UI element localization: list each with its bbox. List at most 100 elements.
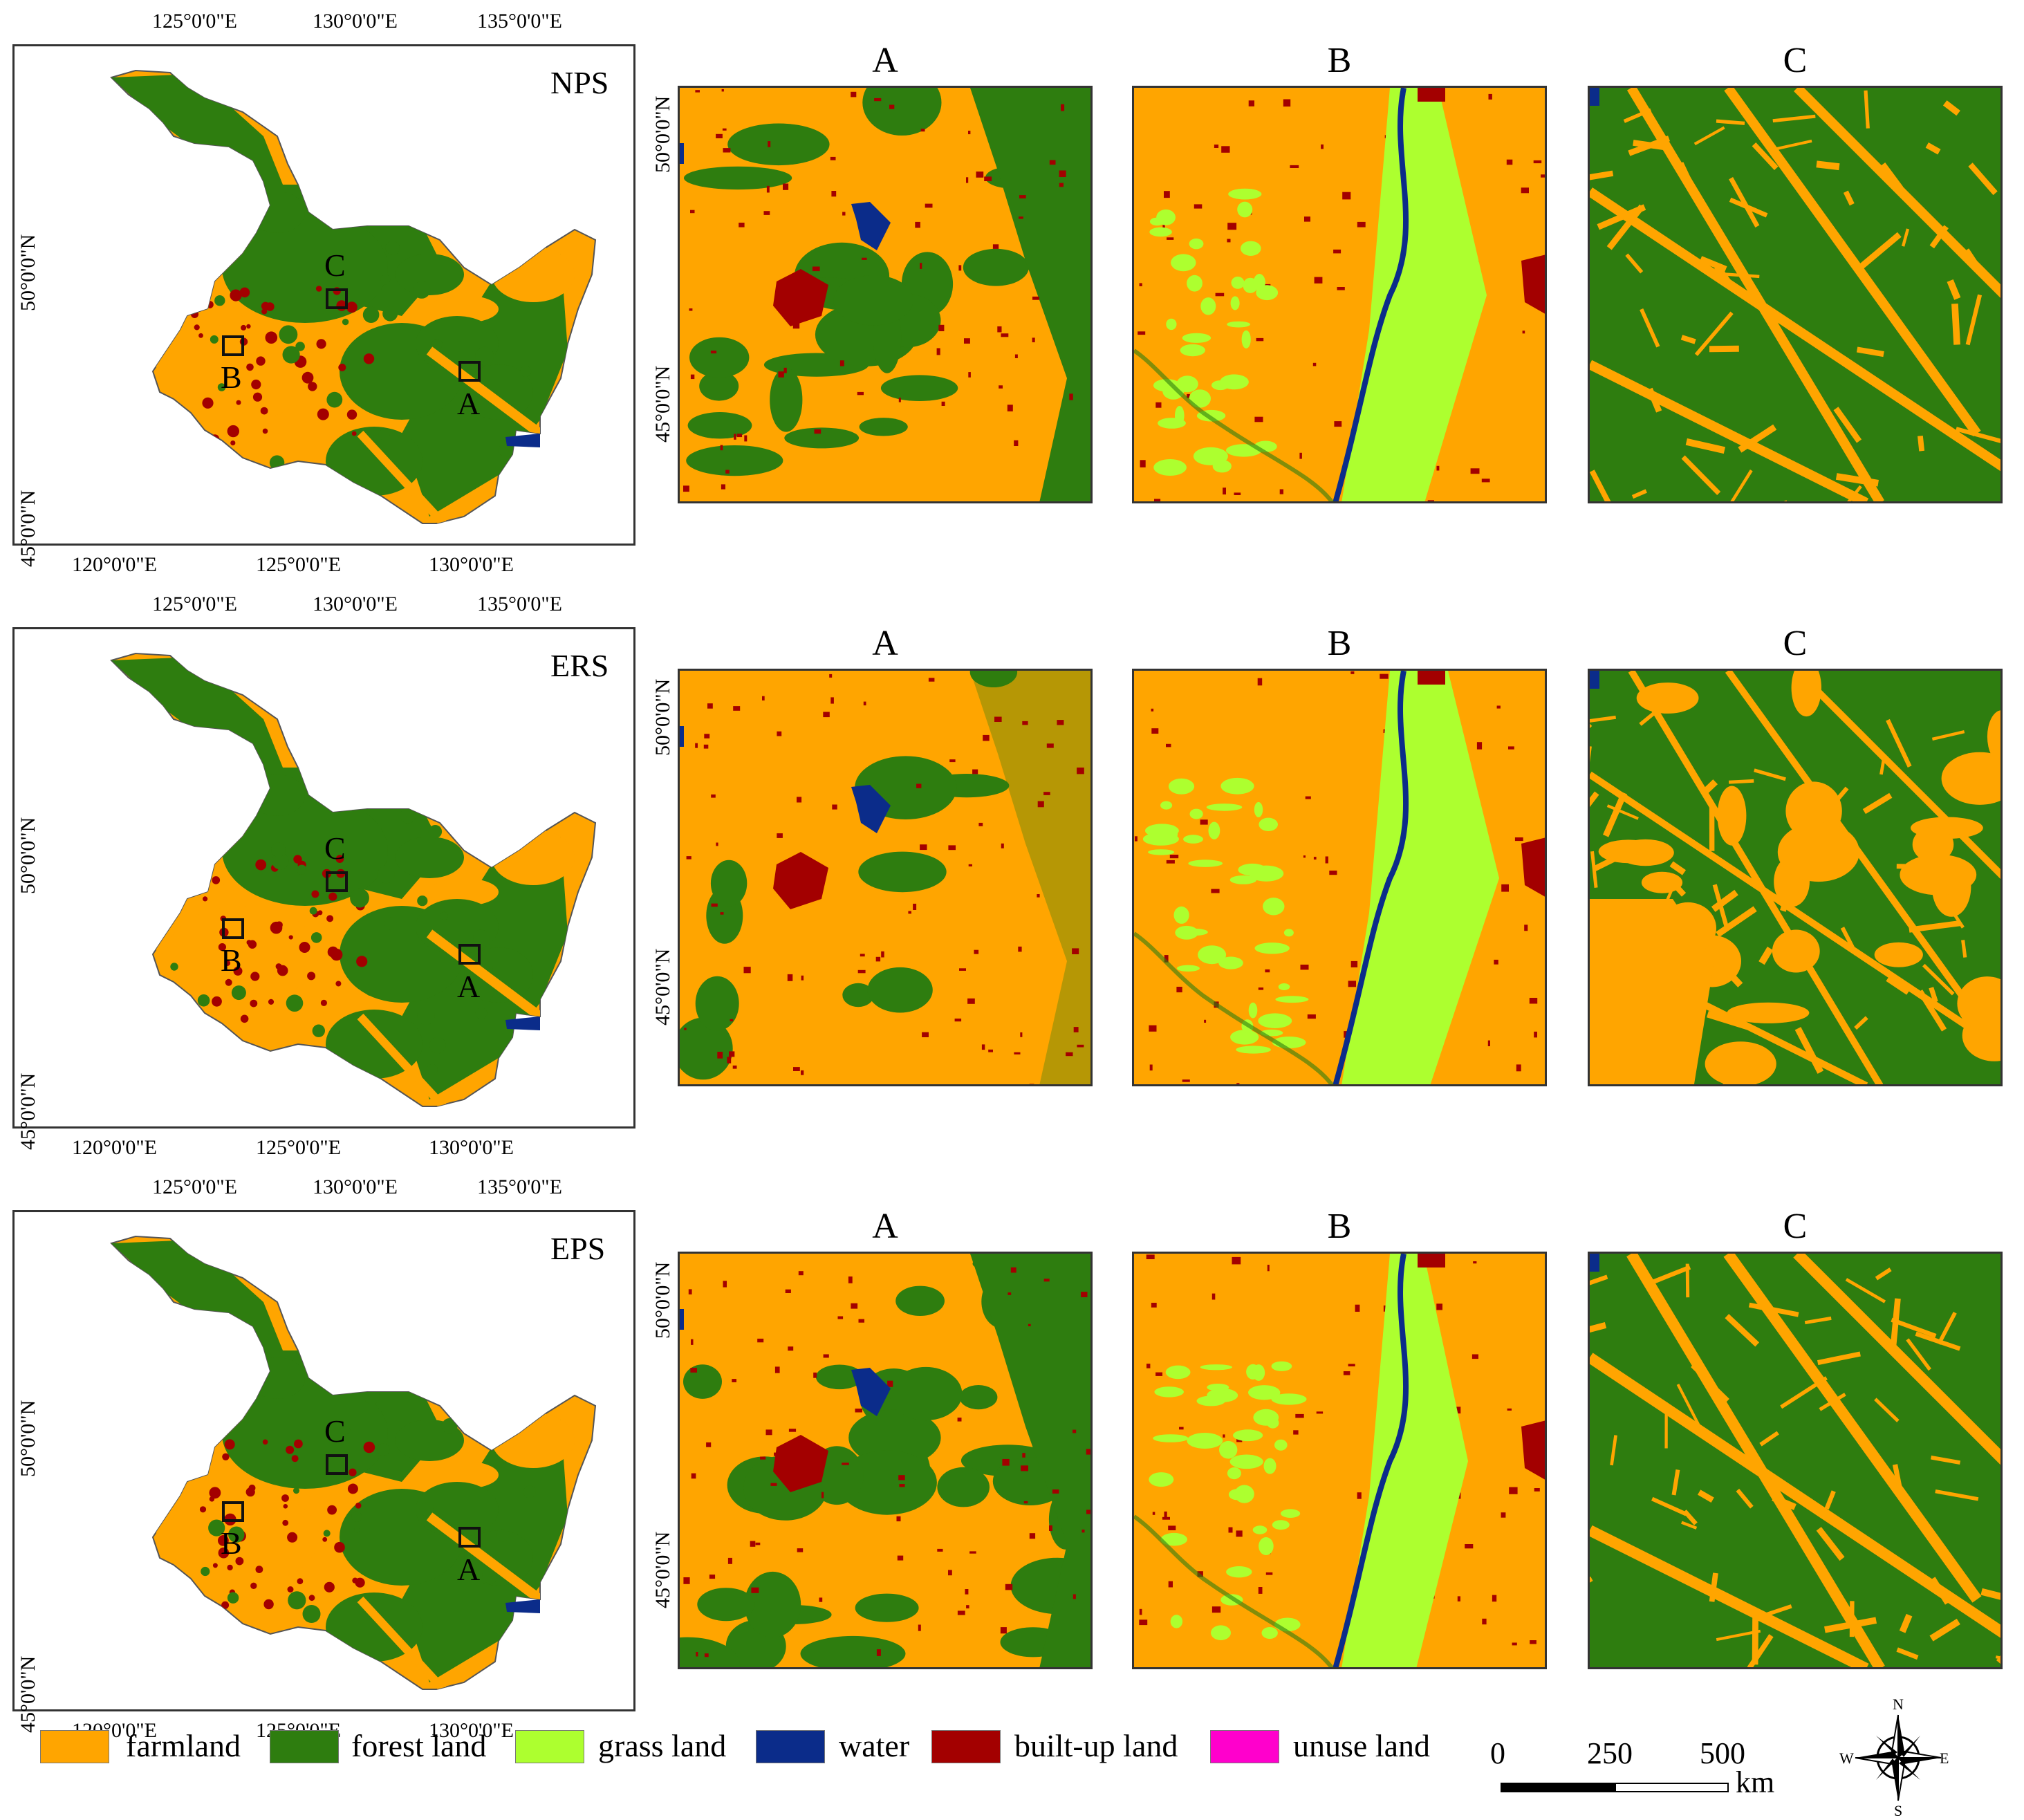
map-bottom-tick: 130°0'0"E — [429, 1136, 514, 1159]
zoom-land-use-map — [680, 1254, 1090, 1667]
zoom-box-label-b: B — [221, 360, 242, 395]
zoom-box-b — [222, 1501, 244, 1522]
zoom-panel-b — [1132, 1252, 1547, 1669]
map-left-tick: 50°0'0"N — [17, 1400, 39, 1477]
zoom-box-c — [326, 1454, 348, 1475]
scenario-label: NPS — [550, 65, 609, 100]
compass-w: W — [1839, 1749, 1854, 1767]
zoom-box-label-c: C — [324, 830, 346, 866]
zoom-lat-tick: 45°0'0"N — [651, 365, 674, 443]
map-left-tick: 45°0'0"N — [17, 1072, 39, 1150]
compass-n: N — [1893, 1696, 1904, 1713]
zoom-box-c — [326, 871, 348, 892]
legend-label-grass-land: grass land — [598, 1728, 727, 1763]
zoom-panel-a — [678, 669, 1093, 1086]
zoom-box-label-c: C — [324, 248, 346, 283]
zoom-lat-tick: 50°0'0"N — [651, 95, 674, 173]
zoom-panel-title-b: B — [1327, 624, 1352, 663]
compass-s: S — [1894, 1802, 1903, 1819]
map-left-tick: 45°0'0"N — [17, 490, 39, 567]
zoom-box-label-b: B — [221, 1525, 242, 1561]
compass-e: E — [1940, 1749, 1949, 1767]
zoom-panel-b — [1132, 669, 1547, 1086]
map-left-tick: 50°0'0"N — [17, 817, 39, 894]
zoom-panel-title-a: A — [872, 1207, 898, 1246]
zoom-panel-title-c: C — [1783, 41, 1808, 80]
zoom-lat-tick: 50°0'0"N — [651, 1261, 674, 1339]
zoom-panel-title-c: C — [1783, 624, 1808, 663]
zoom-lat-tick: 45°0'0"N — [651, 1531, 674, 1608]
legend-swatch-grass-land — [515, 1730, 584, 1763]
zoom-panel-a — [678, 1252, 1093, 1669]
zoom-land-use-map — [1134, 1254, 1545, 1667]
north-arrow-compass: N S E W — [1839, 1696, 1950, 1819]
province-map-frame: ERS C B A — [12, 627, 635, 1129]
map-top-tick: 135°0'0"E — [477, 593, 562, 615]
zoom-panel-title-b: B — [1327, 41, 1352, 80]
zoom-box-label-a: A — [457, 1552, 481, 1587]
zoom-panel-c — [1588, 1252, 2003, 1669]
map-bottom-tick: 120°0'0"E — [72, 553, 157, 576]
legend-label-unuse-land: unuse land — [1293, 1728, 1431, 1763]
scale-tick-500: 500 — [1700, 1736, 1745, 1770]
legend-label-built-up-land: built-up land — [1014, 1728, 1178, 1763]
province-map-frame: NPS C B A — [12, 44, 635, 546]
map-bottom-tick: 120°0'0"E — [72, 1136, 157, 1159]
province-map — [110, 69, 597, 524]
legend-swatch-forest-land — [270, 1730, 339, 1763]
zoom-box-c — [326, 288, 348, 309]
zoom-lat-tick: 50°0'0"N — [651, 678, 674, 756]
zoom-panel-title-c: C — [1783, 1207, 1808, 1246]
map-bottom-tick: 125°0'0"E — [256, 1136, 341, 1159]
zoom-box-label-b: B — [221, 943, 242, 978]
zoom-box-label-a: A — [457, 386, 481, 421]
zoom-lat-tick: 45°0'0"N — [651, 948, 674, 1025]
map-bottom-tick: 130°0'0"E — [429, 553, 514, 576]
zoom-panel-c — [1588, 669, 2003, 1086]
map-top-tick: 130°0'0"E — [313, 1176, 398, 1198]
zoom-panel-b — [1132, 86, 1547, 503]
zoom-box-b — [222, 335, 244, 356]
zoom-land-use-map — [1590, 1254, 2000, 1667]
map-top-tick: 125°0'0"E — [152, 1176, 237, 1198]
zoom-panel-title-a: A — [872, 41, 898, 80]
zoom-box-a — [458, 1527, 481, 1548]
legend-swatch-farmland — [40, 1730, 109, 1763]
map-top-tick: 125°0'0"E — [152, 593, 237, 615]
map-bottom-tick: 130°0'0"E — [429, 1719, 514, 1742]
legend-swatch-built-up-land — [931, 1730, 1001, 1763]
scale-bar-white — [1615, 1783, 1729, 1792]
zoom-land-use-map — [680, 671, 1090, 1084]
zoom-land-use-map — [1590, 671, 2000, 1084]
legend-label-water: water — [839, 1728, 910, 1763]
zoom-land-use-map — [1134, 88, 1545, 501]
map-top-tick: 130°0'0"E — [313, 593, 398, 615]
zoom-panel-a — [678, 86, 1093, 503]
zoom-box-label-a: A — [457, 969, 481, 1004]
scale-tick-0: 0 — [1490, 1736, 1505, 1770]
zoom-box-b — [222, 918, 244, 939]
zoom-box-a — [458, 361, 481, 382]
map-left-tick: 50°0'0"N — [17, 234, 39, 311]
zoom-panel-title-a: A — [872, 624, 898, 663]
map-top-tick: 135°0'0"E — [477, 1176, 562, 1198]
province-map — [110, 1235, 597, 1690]
map-top-tick: 125°0'0"E — [152, 10, 237, 32]
scale-tick-250: 250 — [1587, 1736, 1633, 1770]
province-map-frame: EPS C B A — [12, 1210, 635, 1711]
map-bottom-tick: 125°0'0"E — [256, 553, 341, 576]
zoom-box-a — [458, 944, 481, 965]
map-top-tick: 130°0'0"E — [313, 10, 398, 32]
zoom-box-label-c: C — [324, 1413, 346, 1449]
compass-rose-icon — [1855, 1714, 1942, 1801]
zoom-panel-c — [1588, 86, 2003, 503]
province-map — [110, 652, 597, 1107]
legend-swatch-unuse-land — [1210, 1730, 1279, 1763]
zoom-land-use-map — [680, 88, 1090, 501]
zoom-panel-title-b: B — [1327, 1207, 1352, 1246]
legend-label-forest-land: forest land — [351, 1728, 487, 1763]
zoom-land-use-map — [1134, 671, 1545, 1084]
map-top-tick: 135°0'0"E — [477, 10, 562, 32]
scenario-label: ERS — [550, 648, 609, 683]
zoom-land-use-map — [1590, 88, 2000, 501]
